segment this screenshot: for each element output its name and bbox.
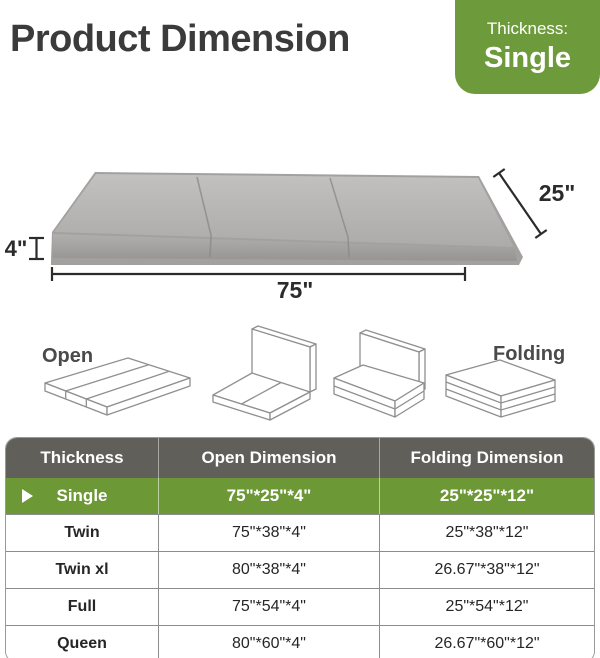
fold-sequence: Open Folding: [42, 325, 565, 421]
cell-folding: 25"*38"*12": [379, 515, 594, 551]
table-row-twin: Twin 75"*38"*4" 25"*38"*12": [6, 514, 594, 551]
table-header-row: Thickness Open Dimension Folding Dimensi…: [6, 438, 594, 478]
fold-step-folded-icon: [445, 359, 556, 418]
page-title: Product Dimension: [10, 18, 350, 60]
table-row-single: Single 75"*25"*4" 25"*25"*12": [6, 478, 594, 514]
thickness-badge: Thickness: Single: [455, 0, 600, 94]
header-folding-dimension: Folding Dimension: [379, 438, 594, 478]
mattress-diagram: 4" 75" 25": [5, 168, 576, 303]
table-row-full: Full 75"*54"*4" 25"*54"*12": [6, 588, 594, 625]
cell-open: 75"*38"*4": [158, 515, 379, 551]
cell-folding: 26.67"*60"*12": [379, 626, 594, 658]
open-label: Open: [42, 345, 93, 367]
fold-step-stacked-icon: [333, 329, 426, 418]
cell-open: 75"*54"*4": [158, 589, 379, 625]
cell-open: 80"*38"*4": [158, 552, 379, 588]
cell-thickness: Full: [67, 598, 97, 615]
badge-label: Thickness:: [486, 19, 569, 38]
trifold-mattress-illustration: [51, 172, 523, 265]
cell-thickness: Single: [56, 486, 108, 505]
cell-folding: 25"*54"*12": [379, 589, 594, 625]
table-row-twin-xl: Twin xl 80"*38"*4" 26.67"*38"*12": [6, 551, 594, 588]
cell-thickness: Twin: [64, 524, 100, 541]
dim-height-label: 4": [5, 236, 28, 261]
dimension-lines: [29, 168, 548, 281]
header-open-dimension: Open Dimension: [158, 438, 379, 478]
dim-depth-label: 25": [539, 180, 576, 206]
badge-value: Single: [483, 42, 571, 74]
cell-folding: 26.67"*38"*12": [379, 552, 594, 588]
fold-step-open-icon: [44, 357, 191, 416]
table-row-queen: Queen 80"*60"*4" 26.67"*60"*12": [6, 625, 594, 658]
header-thickness: Thickness: [40, 448, 124, 467]
selected-row-marker-icon: [22, 489, 33, 503]
fold-step-half-icon: [212, 325, 317, 421]
cell-folding: 25"*25"*12": [379, 478, 594, 514]
dim-width-label: 75": [277, 277, 314, 303]
cell-thickness: Twin xl: [55, 561, 109, 578]
dimension-table: Thickness Open Dimension Folding Dimensi…: [5, 437, 595, 658]
cell-thickness: Queen: [57, 635, 107, 652]
folding-label: Folding: [493, 343, 565, 365]
cell-open: 80"*60"*4": [158, 626, 379, 658]
cell-open: 75"*25"*4": [158, 478, 379, 514]
